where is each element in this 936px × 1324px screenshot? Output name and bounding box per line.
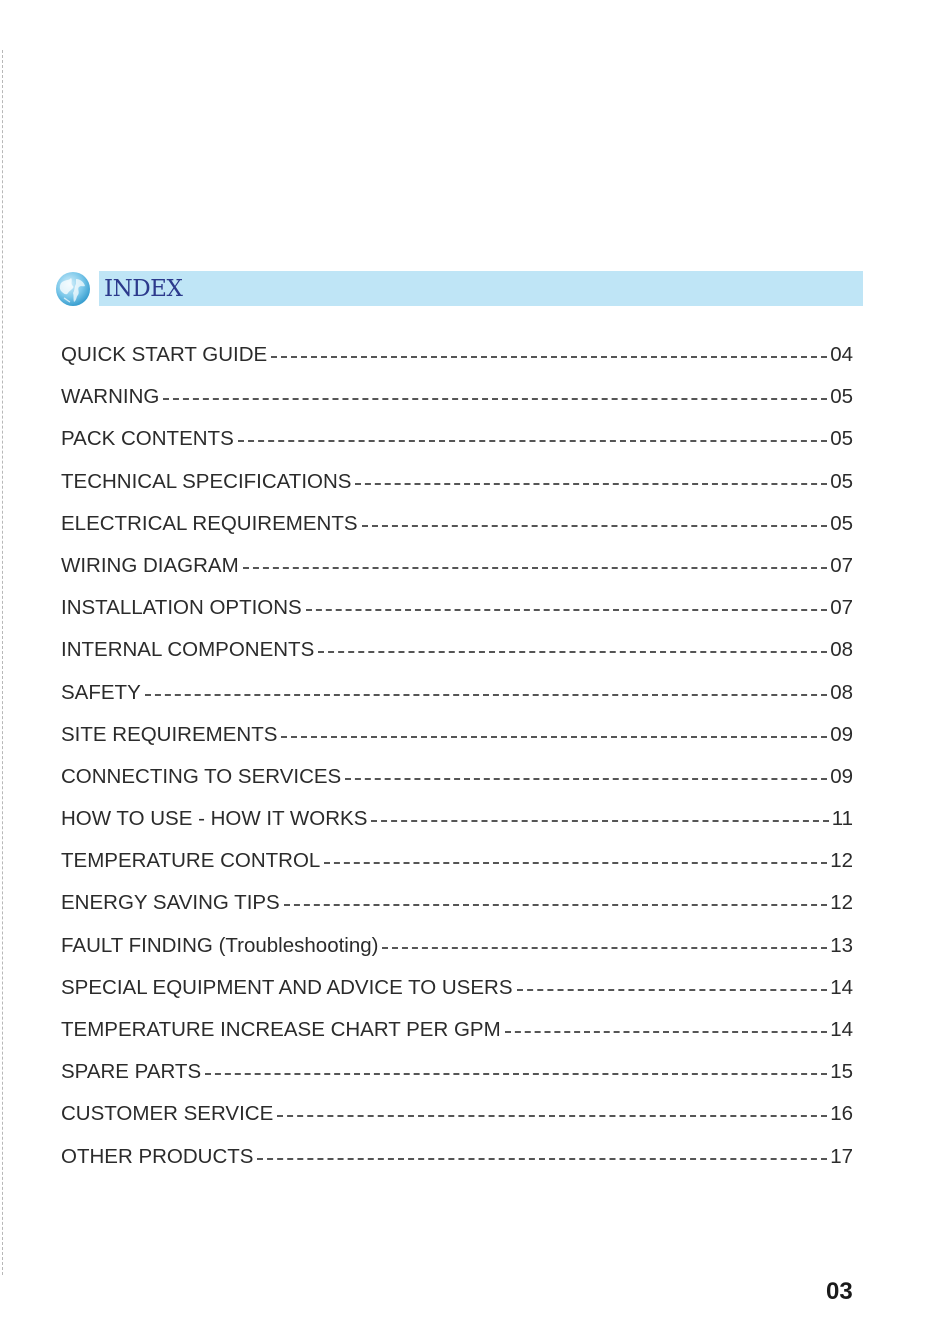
dotted-leader [163, 398, 828, 401]
toc-entry-page: 05 [830, 469, 853, 493]
toc-entry: SPARE PARTS 15 [61, 1051, 853, 1093]
toc-entry-label: WARNING [61, 385, 160, 409]
dotted-leader [271, 356, 828, 358]
toc-entry-label: HOW TO USE - HOW IT WORKS [61, 807, 368, 831]
toc-entry-label: SITE REQUIREMENTS [61, 722, 278, 746]
dotted-leader [324, 862, 828, 865]
toc-entry: INTERNAL COMPONENTS 08 [61, 629, 853, 671]
dotted-leader [504, 1031, 828, 1033]
dotted-leader [382, 946, 828, 949]
toc-entry-page: 09 [830, 722, 853, 746]
toc-entry-page: 08 [830, 680, 853, 704]
table-of-contents: QUICK START GUIDE 04 WARNING 05 PACK CONTENT… [61, 334, 853, 1178]
toc-entry-label: TEMPERATURE CONTROL [61, 849, 321, 873]
toc-entry: QUICK START GUIDE 04 [61, 334, 853, 376]
toc-entry: PACK CONTENTS 05 [61, 418, 853, 460]
toc-entry-page: 05 [830, 385, 853, 409]
dotted-leader [144, 693, 828, 696]
dotted-leader [371, 820, 829, 823]
toc-entry-page: 09 [830, 764, 853, 788]
dotted-leader [205, 1073, 828, 1076]
dotted-leader [318, 651, 828, 654]
toc-entry-page: 13 [830, 933, 853, 957]
toc-entry-label: QUICK START GUIDE [61, 343, 268, 366]
toc-entry-label: OTHER PRODUCTS [61, 1144, 254, 1168]
toc-entry-page: 07 [830, 553, 853, 577]
toc-entry: SPECIAL EQUIPMENT AND ADVICE TO USERS 14 [61, 967, 853, 1009]
toc-entry-label: SAFETY [61, 680, 141, 704]
dotted-leader [355, 482, 828, 485]
toc-entry-label: SPARE PARTS [61, 1060, 202, 1084]
toc-entry-label: CONNECTING TO SERVICES [61, 764, 342, 788]
toc-entry-page: 14 [830, 975, 853, 999]
dotted-leader [361, 524, 828, 527]
toc-entry: FAULT FINDING (Troubleshooting) 13 [61, 925, 853, 967]
toc-entry: CUSTOMER SERVICE 16 [61, 1093, 853, 1135]
toc-entry-label: INTERNAL COMPONENTS [61, 638, 315, 662]
toc-entry-page: 16 [830, 1102, 853, 1126]
toc-entry: SAFETY 08 [61, 672, 853, 714]
toc-entry: WARNING 05 [61, 376, 853, 418]
globe-icon [56, 272, 90, 306]
index-header: INDEX [55, 270, 863, 308]
dotted-leader [516, 988, 828, 991]
toc-entry: WIRING DIAGRAM 07 [61, 545, 853, 587]
toc-entry: CONNECTING TO SERVICES 09 [61, 756, 853, 798]
toc-entry: INSTALLATION OPTIONS 07 [61, 587, 853, 629]
toc-entry: OTHER PRODUCTS 17 [61, 1136, 853, 1178]
toc-entry: TEMPERATURE CONTROL 12 [61, 840, 853, 882]
toc-entry-label: TEMPERATURE INCREASE CHART PER GPM [61, 1018, 501, 1041]
dotted-leader [237, 440, 828, 443]
toc-entry: ENERGY SAVING TIPS 12 [61, 882, 853, 924]
toc-entry-label: TECHNICAL SPECIFICATIONS [61, 469, 352, 493]
toc-entry-label: PACK CONTENTS [61, 427, 234, 451]
index-title: INDEX [104, 276, 183, 302]
toc-entry: ELECTRICAL REQUIREMENTS 05 [61, 503, 853, 545]
toc-entry-label: ELECTRICAL REQUIREMENTS [61, 511, 358, 535]
toc-entry-page: 12 [830, 891, 853, 915]
dotted-leader [281, 735, 828, 738]
toc-entry: SITE REQUIREMENTS 09 [61, 714, 853, 756]
index-title-bar: INDEX [99, 271, 863, 306]
dotted-leader [305, 609, 828, 612]
dotted-leader [283, 904, 828, 907]
toc-entry: TECHNICAL SPECIFICATIONS 05 [61, 461, 853, 503]
toc-entry: HOW TO USE - HOW IT WORKS 11 [61, 798, 853, 840]
toc-entry-page: 14 [830, 1018, 853, 1041]
toc-entry-label: FAULT FINDING (Troubleshooting) [61, 933, 379, 957]
toc-entry-label: ENERGY SAVING TIPS [61, 891, 280, 915]
toc-entry-label: SPECIAL EQUIPMENT AND ADVICE TO USERS [61, 975, 513, 999]
toc-entry: TEMPERATURE INCREASE CHART PER GPM 14 [61, 1009, 853, 1051]
dotted-leader [277, 1115, 828, 1118]
dotted-leader [345, 777, 828, 780]
binding-edge-line [2, 50, 3, 1275]
toc-entry-page: 05 [830, 511, 853, 535]
toc-entry-page: 07 [830, 596, 853, 620]
toc-entry-label: WIRING DIAGRAM [61, 553, 239, 577]
toc-entry-page: 05 [830, 427, 853, 451]
toc-entry-page: 08 [830, 638, 853, 662]
toc-entry-page: 15 [830, 1060, 853, 1084]
page-number: 03 [826, 1278, 853, 1305]
toc-entry-label: CUSTOMER SERVICE [61, 1102, 274, 1126]
toc-entry-page: 12 [830, 849, 853, 873]
toc-entry-page: 11 [831, 807, 853, 831]
toc-entry-page: 04 [830, 343, 853, 366]
toc-entry-page: 17 [830, 1144, 853, 1168]
toc-entry-label: INSTALLATION OPTIONS [61, 596, 302, 620]
dotted-leader [257, 1157, 828, 1160]
dotted-leader [242, 566, 828, 569]
